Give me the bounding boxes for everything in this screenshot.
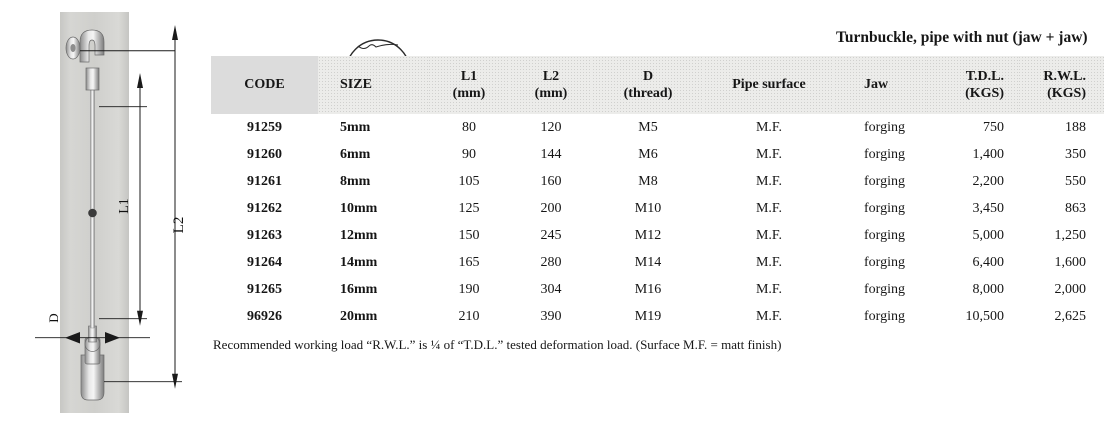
svg-text:L1: L1	[117, 198, 132, 214]
svg-text:D: D	[46, 313, 61, 322]
svg-text:L2: L2	[171, 217, 187, 234]
